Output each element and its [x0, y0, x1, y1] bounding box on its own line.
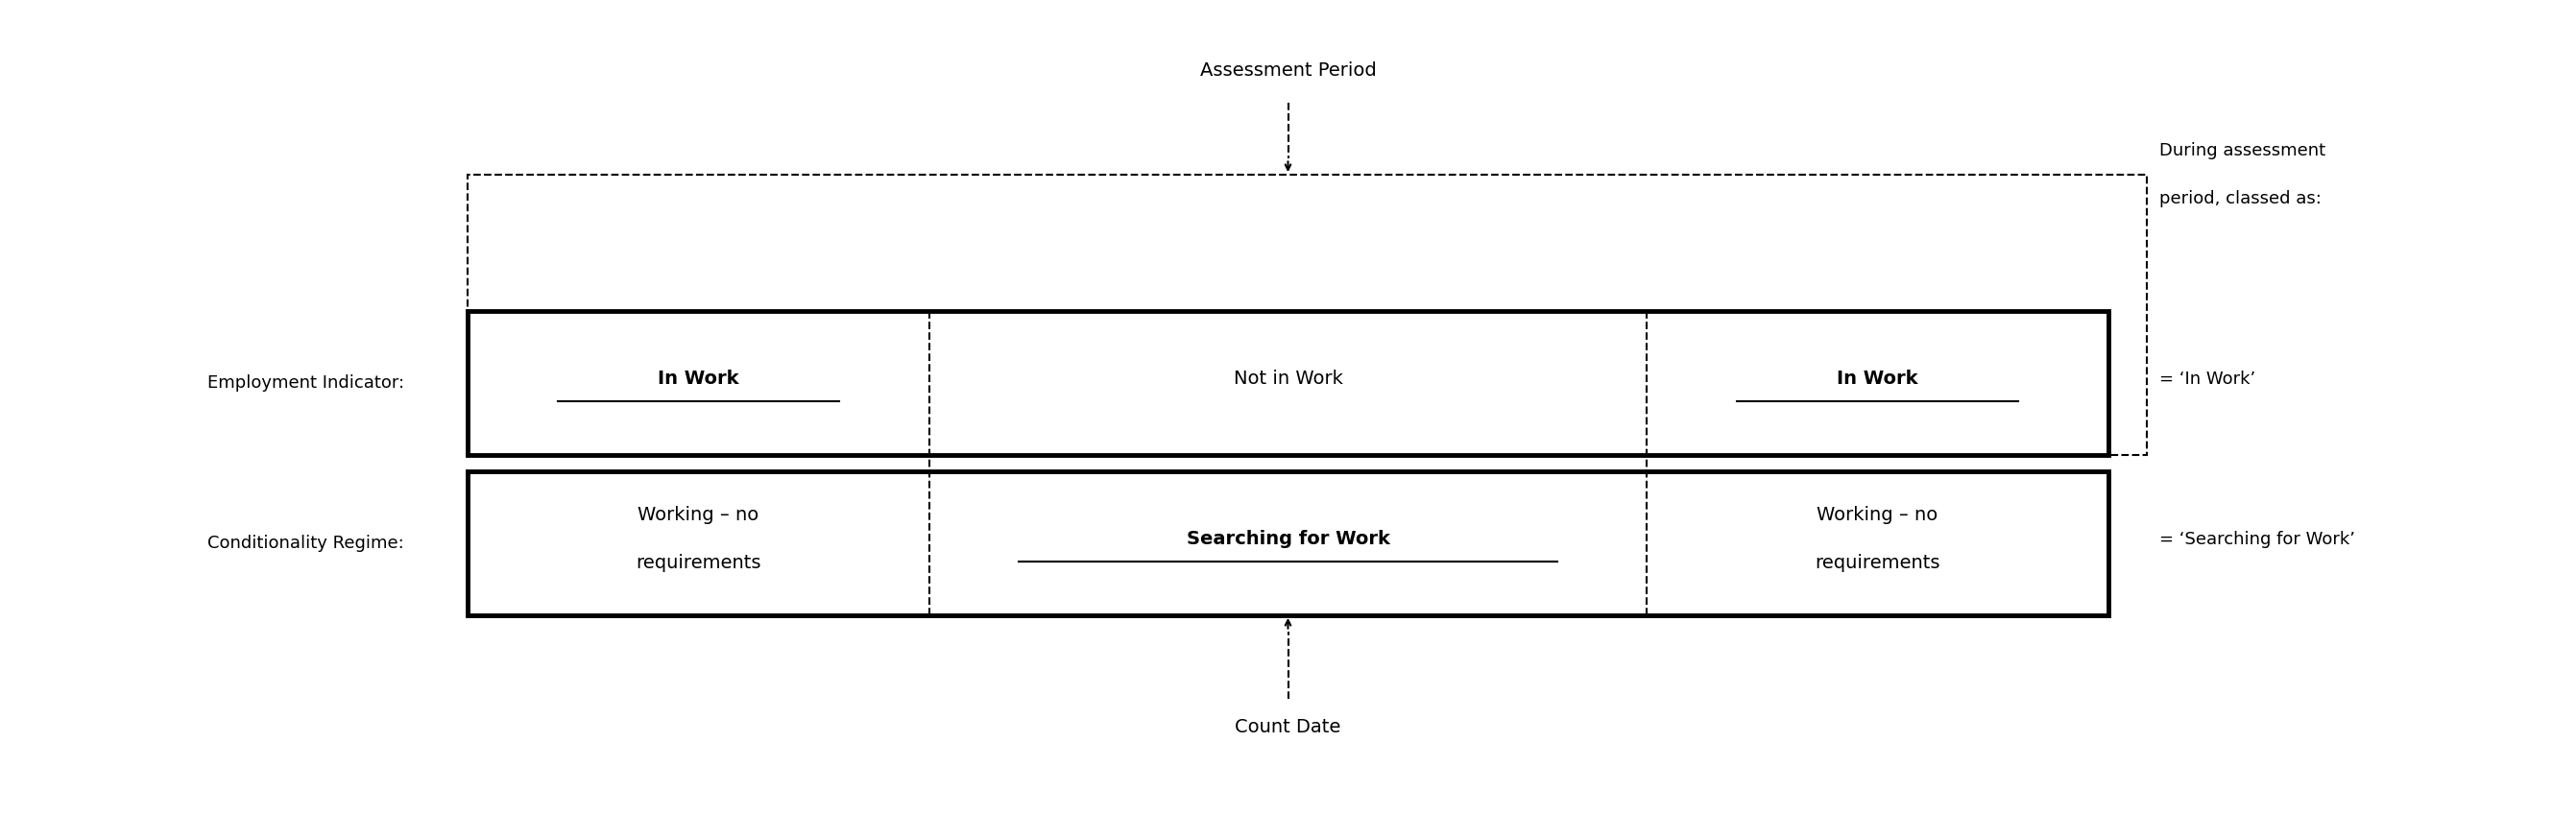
- Text: Conditionality Regime:: Conditionality Regime:: [206, 535, 404, 552]
- Text: requirements: requirements: [636, 554, 762, 572]
- Text: Count Date: Count Date: [1234, 718, 1342, 737]
- Text: Working – no: Working – no: [639, 506, 760, 524]
- Text: Working – no: Working – no: [1816, 506, 1937, 524]
- Bar: [469, 471, 2107, 615]
- Text: Not in Work: Not in Work: [1234, 370, 1342, 388]
- Text: Searching for Work: Searching for Work: [1188, 530, 1388, 549]
- Text: Employment Indicator:: Employment Indicator:: [206, 374, 404, 392]
- Text: In Work: In Work: [1837, 370, 1919, 388]
- Text: = ‘In Work’: = ‘In Work’: [2159, 370, 2257, 387]
- Bar: [469, 175, 2146, 455]
- Text: period, classed as:: period, classed as:: [2159, 190, 2321, 208]
- Text: requirements: requirements: [1814, 554, 1940, 572]
- Text: During assessment: During assessment: [2159, 142, 2326, 160]
- Text: In Work: In Work: [657, 370, 739, 388]
- Text: Assessment Period: Assessment Period: [1200, 62, 1376, 80]
- Text: = ‘Searching for Work’: = ‘Searching for Work’: [2159, 531, 2354, 548]
- Bar: [469, 311, 2107, 455]
